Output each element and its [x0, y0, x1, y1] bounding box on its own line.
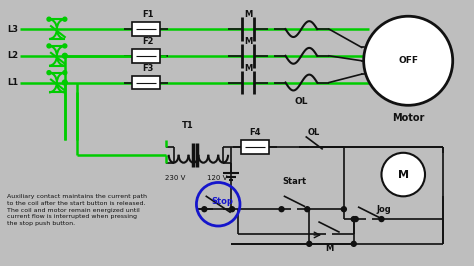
Text: L1: L1: [7, 78, 18, 87]
Text: M: M: [325, 244, 333, 253]
Text: Start: Start: [283, 177, 307, 186]
Text: OL: OL: [294, 97, 308, 106]
Circle shape: [379, 217, 384, 222]
Circle shape: [364, 16, 453, 105]
Circle shape: [47, 71, 51, 75]
Circle shape: [341, 207, 346, 212]
Circle shape: [47, 44, 51, 48]
Circle shape: [353, 217, 358, 222]
Circle shape: [47, 17, 51, 21]
Text: L3: L3: [7, 24, 18, 34]
Bar: [132, 49, 160, 63]
Text: OL: OL: [308, 128, 320, 137]
Circle shape: [63, 71, 67, 75]
Text: T1: T1: [182, 121, 193, 130]
Circle shape: [307, 241, 312, 246]
Text: M: M: [244, 10, 252, 19]
Bar: [241, 140, 269, 154]
Circle shape: [351, 217, 356, 222]
Circle shape: [63, 53, 67, 58]
Text: 120 V: 120 V: [207, 174, 228, 181]
Text: M: M: [244, 64, 252, 73]
Circle shape: [279, 207, 284, 212]
Text: Motor: Motor: [392, 113, 424, 123]
Circle shape: [63, 44, 67, 48]
Text: Auxiliary contact maintains the current path
to the coil after the start button : Auxiliary contact maintains the current …: [8, 194, 147, 226]
Text: M: M: [398, 169, 409, 180]
Text: OFF: OFF: [398, 56, 418, 65]
Circle shape: [63, 17, 67, 21]
Bar: [132, 22, 160, 36]
Bar: [132, 76, 160, 89]
Text: Jog: Jog: [376, 205, 391, 214]
Text: 230 V: 230 V: [165, 174, 186, 181]
Circle shape: [229, 207, 235, 212]
Text: F4: F4: [249, 128, 261, 137]
Text: F2: F2: [142, 37, 154, 46]
Text: Stop: Stop: [211, 197, 233, 206]
Text: M: M: [244, 37, 252, 46]
Circle shape: [351, 241, 356, 246]
Circle shape: [382, 153, 425, 196]
Circle shape: [63, 80, 67, 85]
Text: L2: L2: [7, 51, 18, 60]
Circle shape: [202, 207, 207, 212]
Text: F1: F1: [142, 10, 154, 19]
Circle shape: [305, 207, 310, 212]
Text: F3: F3: [142, 64, 154, 73]
